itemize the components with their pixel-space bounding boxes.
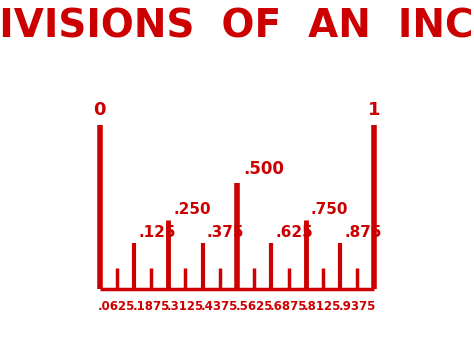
Text: .750: .750	[310, 202, 348, 217]
Text: 1: 1	[368, 101, 381, 119]
Text: .0625: .0625	[98, 301, 136, 314]
Text: .375: .375	[207, 225, 244, 240]
Text: .4375: .4375	[201, 301, 238, 314]
Text: .625: .625	[275, 225, 313, 240]
Text: .6875: .6875	[270, 301, 307, 314]
Text: .9375: .9375	[338, 301, 376, 314]
Text: .875: .875	[344, 225, 382, 240]
Text: .125: .125	[138, 225, 175, 240]
Text: .3125: .3125	[167, 301, 204, 314]
Text: .8125: .8125	[304, 301, 342, 314]
Text: .250: .250	[173, 202, 211, 217]
Text: .1875: .1875	[132, 301, 170, 314]
Text: .500: .500	[243, 160, 284, 178]
Text: DIVISIONS  OF  AN  INCH: DIVISIONS OF AN INCH	[0, 8, 474, 46]
Text: 0: 0	[93, 101, 106, 119]
Text: .5625: .5625	[236, 301, 273, 314]
